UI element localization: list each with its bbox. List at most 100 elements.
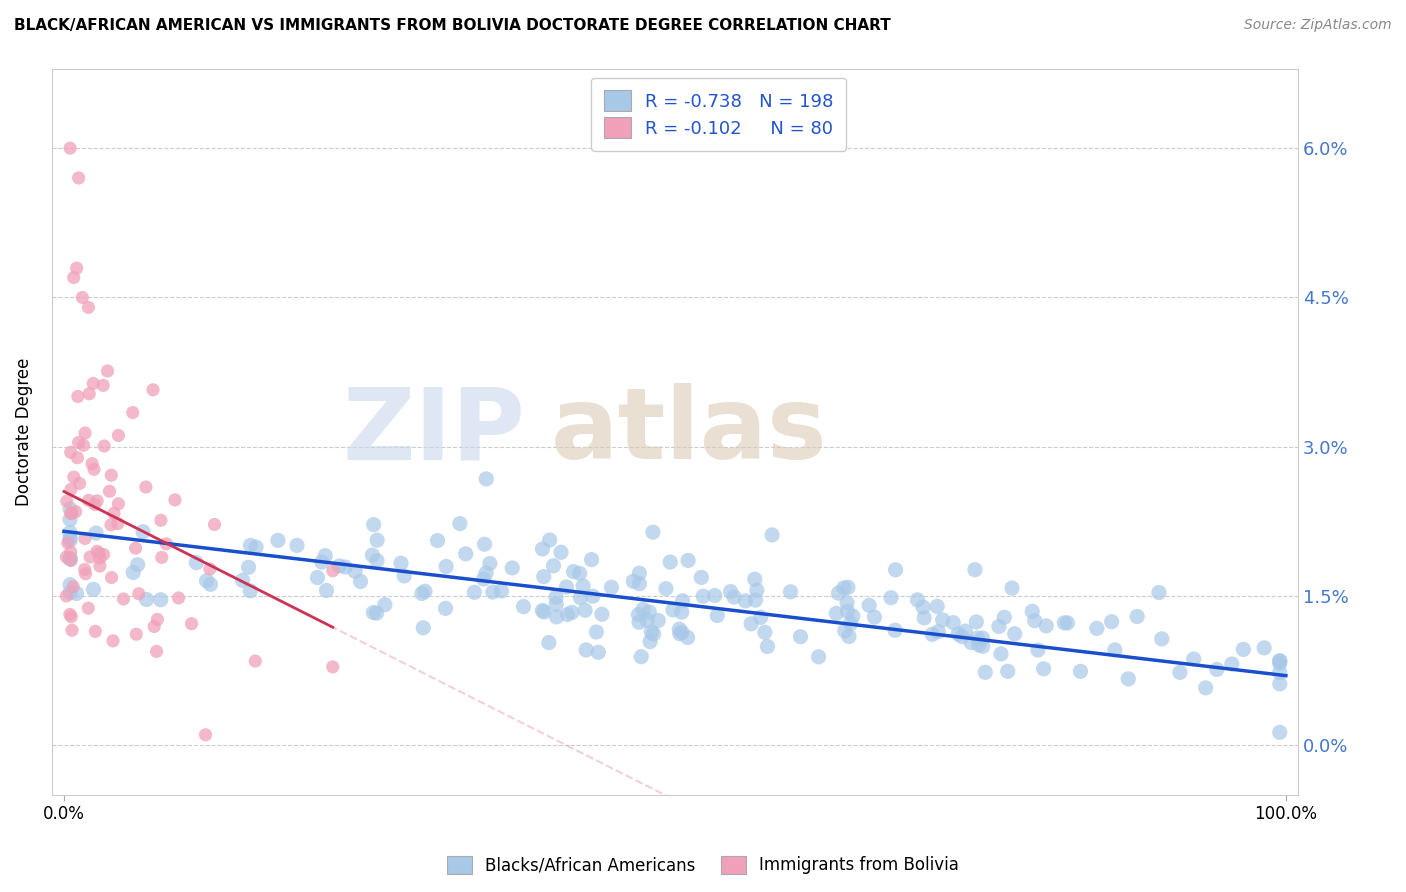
Point	[993, 610, 1015, 624]
Point	[204, 517, 226, 532]
Point	[366, 606, 388, 620]
Point	[631, 602, 654, 616]
Point	[720, 584, 742, 599]
Point	[647, 614, 669, 628]
Point	[641, 525, 664, 540]
Point	[588, 645, 610, 659]
Point	[434, 559, 457, 574]
Point	[1268, 657, 1291, 671]
Point	[62, 580, 84, 594]
Point	[837, 604, 859, 618]
Point	[1182, 652, 1205, 666]
Point	[232, 574, 254, 588]
Point	[363, 606, 385, 620]
Point	[100, 468, 122, 483]
Point	[533, 605, 555, 619]
Point	[827, 586, 849, 600]
Point	[59, 578, 82, 592]
Point	[83, 462, 105, 476]
Point	[671, 594, 693, 608]
Point	[575, 643, 598, 657]
Point	[72, 290, 94, 304]
Point	[546, 590, 568, 604]
Point	[884, 624, 907, 638]
Point	[59, 501, 82, 516]
Point	[77, 301, 100, 315]
Point	[643, 627, 665, 641]
Point	[837, 580, 859, 594]
Point	[454, 547, 477, 561]
Point	[307, 570, 329, 584]
Point	[163, 492, 186, 507]
Point	[927, 599, 949, 614]
Point	[531, 603, 554, 617]
Point	[1268, 725, 1291, 739]
Point	[972, 640, 994, 654]
Point	[987, 619, 1010, 633]
Point	[59, 545, 82, 559]
Point	[135, 592, 157, 607]
Point	[628, 615, 651, 630]
Point	[167, 591, 190, 605]
Point	[582, 589, 605, 603]
Point	[59, 512, 82, 526]
Legend: R = -0.738   N = 198, R = -0.102     N = 80: R = -0.738 N = 198, R = -0.102 N = 80	[591, 78, 846, 151]
Point	[482, 585, 505, 599]
Point	[1232, 642, 1254, 657]
Point	[538, 533, 561, 547]
Point	[734, 594, 756, 608]
Point	[1268, 654, 1291, 668]
Point	[149, 513, 172, 527]
Point	[80, 457, 103, 471]
Point	[531, 541, 554, 556]
Point	[668, 622, 690, 636]
Point	[655, 582, 678, 596]
Point	[73, 532, 96, 546]
Point	[112, 592, 135, 607]
Point	[62, 270, 84, 285]
Point	[75, 566, 97, 581]
Point	[86, 493, 108, 508]
Point	[1220, 657, 1243, 671]
Point	[966, 631, 988, 645]
Point	[744, 593, 766, 607]
Point	[744, 572, 766, 586]
Point	[65, 505, 87, 519]
Point	[449, 516, 471, 531]
Point	[434, 601, 457, 615]
Point	[561, 606, 583, 620]
Point	[621, 574, 644, 589]
Point	[671, 605, 693, 619]
Point	[122, 566, 145, 580]
Point	[59, 525, 82, 540]
Point	[1116, 672, 1139, 686]
Point	[186, 556, 208, 570]
Point	[198, 562, 221, 576]
Point	[83, 498, 105, 512]
Point	[546, 598, 568, 612]
Point	[77, 386, 100, 401]
Point	[562, 565, 585, 579]
Point	[411, 586, 433, 600]
Point	[533, 569, 555, 583]
Point	[749, 610, 772, 624]
Point	[990, 647, 1012, 661]
Point	[349, 574, 371, 589]
Point	[591, 607, 613, 622]
Point	[135, 480, 157, 494]
Point	[627, 607, 650, 622]
Point	[238, 560, 260, 574]
Point	[93, 439, 115, 453]
Point	[143, 619, 166, 633]
Point	[1168, 665, 1191, 680]
Point	[333, 560, 356, 574]
Point	[412, 621, 434, 635]
Point	[1001, 581, 1024, 595]
Point	[543, 558, 565, 573]
Point	[1069, 665, 1091, 679]
Point	[60, 506, 83, 520]
Point	[963, 563, 986, 577]
Point	[366, 533, 388, 548]
Point	[155, 537, 177, 551]
Point	[834, 624, 856, 638]
